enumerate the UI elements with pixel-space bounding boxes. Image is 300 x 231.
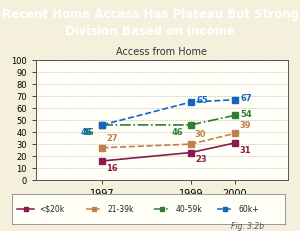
Text: 65: 65 xyxy=(196,97,208,106)
Text: 40-59k: 40-59k xyxy=(176,205,202,213)
Text: 39: 39 xyxy=(239,121,250,130)
Text: 46: 46 xyxy=(171,128,183,137)
Text: 46: 46 xyxy=(83,128,94,137)
Text: 23: 23 xyxy=(195,155,206,164)
Text: Recent Home Access Has Plateau But Strong
Division Based on Income: Recent Home Access Has Plateau But Stron… xyxy=(2,8,298,38)
Text: Fig. 3.2b: Fig. 3.2b xyxy=(231,222,264,231)
Text: 21-39k: 21-39k xyxy=(108,205,134,213)
Text: <$20k: <$20k xyxy=(39,205,64,213)
Title: Access from Home: Access from Home xyxy=(116,46,208,57)
Text: 30: 30 xyxy=(195,130,206,139)
Text: 54: 54 xyxy=(241,110,252,119)
Text: 16: 16 xyxy=(106,164,118,173)
Text: 46: 46 xyxy=(80,128,92,137)
Text: 27: 27 xyxy=(106,134,118,143)
Text: 67: 67 xyxy=(241,94,252,103)
Text: 60k+: 60k+ xyxy=(238,205,259,213)
Text: 31: 31 xyxy=(239,146,251,155)
